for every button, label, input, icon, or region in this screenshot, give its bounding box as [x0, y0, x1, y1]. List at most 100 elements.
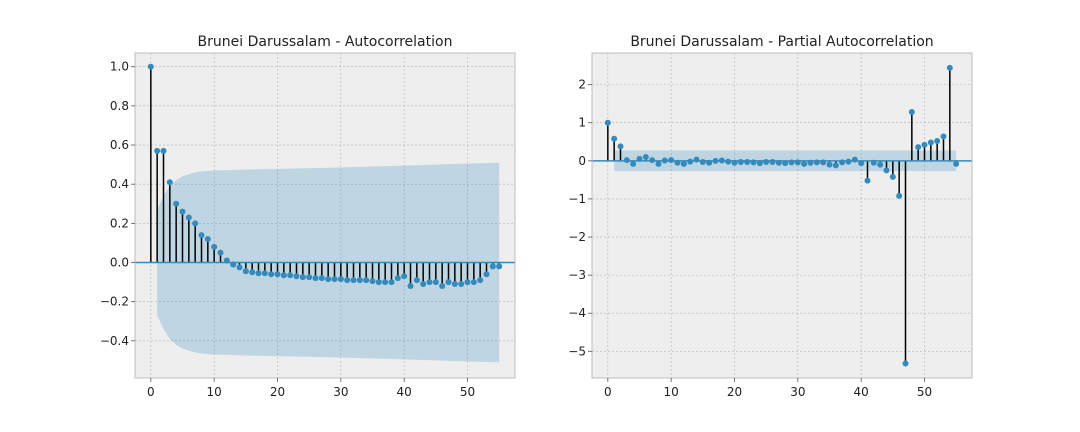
pacf-point — [623, 157, 630, 164]
acf-y-tick-label: 0.2 — [110, 216, 129, 230]
pacf-y-tick-label: −3 — [568, 268, 586, 282]
acf-y-tick-label: −0.2 — [100, 295, 129, 309]
acf-x-tick-label: 0 — [147, 385, 155, 399]
pacf-point — [604, 119, 611, 126]
acf-point — [350, 277, 357, 284]
acf-point — [293, 273, 300, 280]
pacf-y-tick-label: 0 — [578, 154, 586, 168]
acf-point — [166, 179, 173, 186]
acf-point — [147, 63, 154, 70]
pacf-point — [813, 159, 820, 166]
acf-point — [337, 276, 344, 283]
pacf-point — [775, 159, 782, 166]
acf-point — [236, 264, 243, 271]
acf-point — [426, 279, 433, 286]
pacf-point — [851, 156, 858, 163]
pacf-axes-frame — [591, 52, 973, 379]
pacf-point — [858, 160, 865, 167]
acf-point — [249, 269, 256, 276]
pacf-point — [877, 161, 884, 168]
acf-point — [483, 271, 490, 278]
pacf-y-tick-label: −1 — [568, 192, 586, 206]
acf-point — [325, 276, 332, 283]
pacf-point — [896, 192, 903, 199]
pacf-point — [940, 133, 947, 140]
pacf-x-tick-label: 50 — [917, 385, 932, 399]
acf-axes-frame — [134, 52, 516, 379]
pacf-point — [737, 158, 744, 165]
pacf-point — [927, 139, 934, 146]
acf-point — [154, 147, 161, 154]
pacf-point — [750, 159, 757, 166]
acf-point — [382, 279, 389, 286]
pacf-point — [668, 157, 675, 164]
pacf-point — [680, 160, 687, 167]
pacf-point — [902, 360, 909, 367]
acf-chart: 0 10 20 30 40 50 −0.4 −0.2 0.0 0.2 0.4 0.6 0.8 1.0 Bru… — [100, 34, 516, 399]
acf-point — [363, 277, 370, 284]
pacf-x-tick-label: 0 — [604, 385, 612, 399]
pacf-point — [731, 159, 738, 166]
pacf-point — [934, 138, 941, 145]
acf-point — [306, 274, 313, 281]
acf-x-tick-label: 30 — [333, 385, 348, 399]
acf-point — [217, 249, 224, 256]
acf-point — [445, 279, 452, 286]
pacf-point — [839, 159, 846, 166]
acf-point — [204, 235, 211, 242]
acf-point — [223, 257, 230, 264]
acf-y-tick-label: 0.6 — [110, 138, 129, 152]
acf-point — [369, 278, 376, 285]
acf-x-tick-label: 10 — [207, 385, 222, 399]
acf-point — [318, 275, 325, 282]
pacf-point — [788, 159, 795, 166]
pacf-point — [725, 158, 732, 165]
pacf-point — [845, 158, 852, 165]
acf-y-tick-label: 0.0 — [110, 255, 129, 269]
pacf-point — [801, 160, 808, 167]
pacf-point — [718, 157, 725, 164]
pacf-y-tick-label: 1 — [578, 116, 586, 130]
pacf-point — [636, 155, 643, 162]
acf-point — [388, 279, 395, 286]
pacf-x-tick-label: 30 — [790, 385, 805, 399]
acf-y-tick-label: −0.4 — [100, 334, 129, 348]
pacf-point — [756, 160, 763, 167]
acf-point — [394, 275, 401, 282]
pacf-point — [649, 157, 656, 164]
acf-point — [407, 282, 414, 289]
acf-point — [230, 261, 237, 268]
acf-point — [211, 243, 218, 250]
acf-point — [401, 273, 408, 280]
acf-point — [432, 279, 439, 286]
pacf-point — [826, 161, 833, 168]
acf-point — [242, 268, 249, 275]
pacf-point — [908, 109, 915, 116]
acf-point — [261, 270, 268, 277]
acf-point — [477, 277, 484, 284]
pacf-point — [687, 158, 694, 165]
pacf-y-tick-label: −4 — [568, 306, 586, 320]
acf-point — [179, 208, 186, 215]
pacf-chart: 0 10 20 30 40 50 −5 −4 −3 −2 −1 0 1 2 Brunei Darussala… — [568, 34, 973, 399]
pacf-x-tick-label: 40 — [854, 385, 869, 399]
pacf-point — [883, 167, 890, 174]
acf-point — [173, 200, 180, 207]
acf-point — [287, 272, 294, 279]
pacf-y-tick-label: −5 — [568, 344, 586, 358]
pacf-point — [794, 159, 801, 166]
acf-y-tick-label: 0.8 — [110, 99, 129, 113]
acf-point — [268, 271, 275, 278]
acf-point — [198, 232, 205, 239]
acf-point — [470, 279, 477, 286]
acf-point — [160, 147, 167, 154]
acf-y-tick-label: 1.0 — [110, 60, 129, 74]
acf-point — [451, 281, 458, 288]
pacf-point — [864, 177, 871, 184]
acf-x-tick-label: 40 — [397, 385, 412, 399]
acf-point — [255, 270, 262, 277]
pacf-point — [655, 160, 662, 167]
pacf-point — [763, 158, 770, 165]
pacf-point — [889, 173, 896, 180]
acf-point — [375, 279, 382, 286]
